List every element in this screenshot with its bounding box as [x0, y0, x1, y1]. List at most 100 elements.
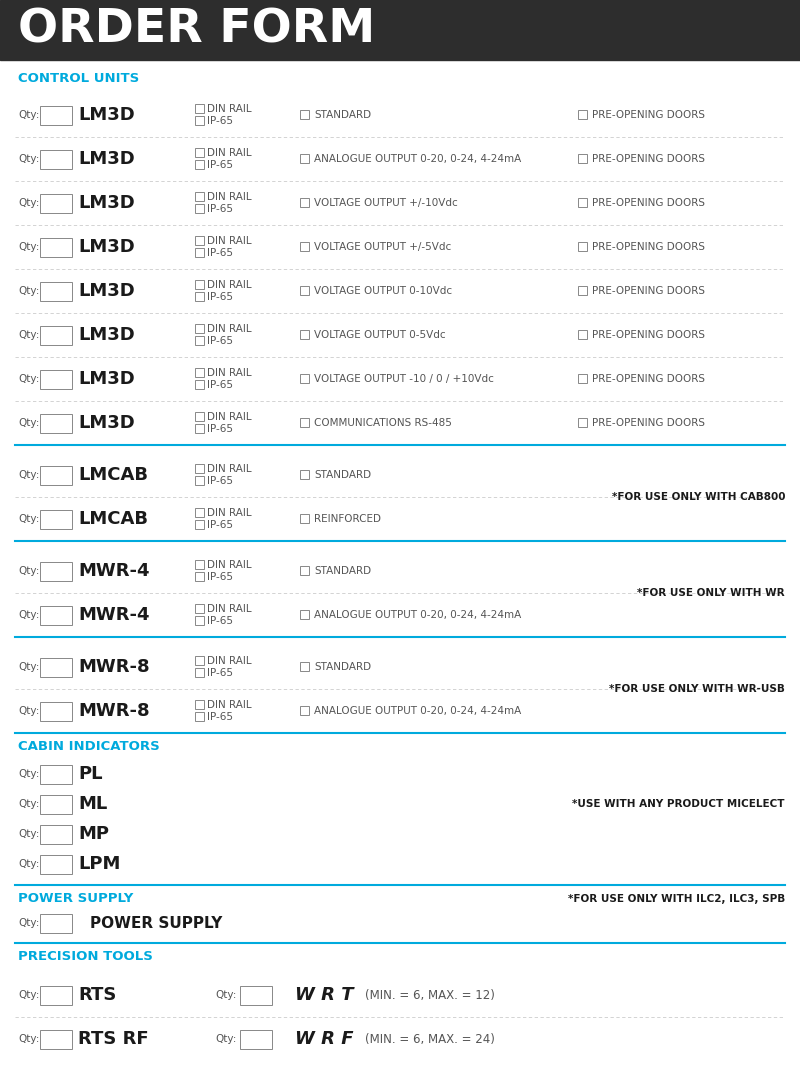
- Bar: [300, 610, 309, 619]
- Text: Qty:: Qty:: [18, 567, 39, 576]
- Text: IP-65: IP-65: [207, 572, 233, 582]
- Text: RTS RF: RTS RF: [78, 1030, 149, 1048]
- Bar: [40, 106, 72, 125]
- Text: LM3D: LM3D: [78, 106, 134, 124]
- Text: POWER SUPPLY: POWER SUPPLY: [90, 915, 222, 931]
- Text: DIN RAIL: DIN RAIL: [207, 656, 252, 666]
- Bar: [300, 567, 309, 575]
- Text: PRE-OPENING DOORS: PRE-OPENING DOORS: [592, 374, 705, 384]
- Text: Qty:: Qty:: [18, 198, 39, 208]
- Text: DIN RAIL: DIN RAIL: [207, 148, 252, 158]
- Text: Qty:: Qty:: [18, 707, 39, 716]
- Bar: [195, 508, 204, 517]
- Text: (MIN. = 6, MAX. = 24): (MIN. = 6, MAX. = 24): [365, 1033, 495, 1046]
- Text: W R T: W R T: [295, 987, 354, 1004]
- Text: W R F: W R F: [295, 1030, 354, 1048]
- Text: REINFORCED: REINFORCED: [314, 514, 381, 524]
- Bar: [40, 369, 72, 389]
- Bar: [40, 150, 72, 168]
- Bar: [195, 604, 204, 613]
- Text: LMCAB: LMCAB: [78, 510, 148, 528]
- Bar: [195, 280, 204, 289]
- Text: Qty:: Qty:: [18, 859, 39, 869]
- Text: DIN RAIL: DIN RAIL: [207, 508, 252, 518]
- Text: *USE WITH ANY PRODUCT MICELECT: *USE WITH ANY PRODUCT MICELECT: [573, 799, 785, 809]
- Text: MWR-8: MWR-8: [78, 658, 150, 676]
- Bar: [578, 242, 587, 251]
- Text: PRE-OPENING DOORS: PRE-OPENING DOORS: [592, 110, 705, 120]
- Bar: [40, 194, 72, 212]
- Bar: [195, 656, 204, 665]
- Bar: [195, 668, 204, 677]
- Text: IP-65: IP-65: [207, 668, 233, 679]
- Bar: [195, 476, 204, 485]
- Text: Qty:: Qty:: [18, 769, 39, 779]
- Bar: [195, 104, 204, 113]
- Text: VOLTAGE OUTPUT +/-10Vdc: VOLTAGE OUTPUT +/-10Vdc: [314, 198, 458, 208]
- Bar: [40, 1030, 72, 1049]
- Bar: [40, 825, 72, 843]
- Text: DIN RAIL: DIN RAIL: [207, 560, 252, 570]
- Text: Qty:: Qty:: [18, 286, 39, 296]
- Text: IP-65: IP-65: [207, 616, 233, 626]
- Bar: [40, 795, 72, 813]
- Bar: [195, 368, 204, 377]
- Text: ANALOGUE OUTPUT 0-20, 0-24, 4-24mA: ANALOGUE OUTPUT 0-20, 0-24, 4-24mA: [314, 154, 522, 164]
- Text: *FOR USE ONLY WITH CAB800: *FOR USE ONLY WITH CAB800: [611, 492, 785, 502]
- Text: PRE-OPENING DOORS: PRE-OPENING DOORS: [592, 198, 705, 208]
- Bar: [0, 0, 800, 60]
- Bar: [578, 198, 587, 207]
- Text: IP-65: IP-65: [207, 712, 233, 722]
- Bar: [40, 913, 72, 933]
- Text: Qty:: Qty:: [18, 242, 39, 252]
- Bar: [578, 110, 587, 118]
- Text: DIN RAIL: DIN RAIL: [207, 236, 252, 246]
- Text: VOLTAGE OUTPUT -10 / 0 / +10Vdc: VOLTAGE OUTPUT -10 / 0 / +10Vdc: [314, 374, 494, 384]
- Text: Qty:: Qty:: [215, 990, 236, 1001]
- Bar: [195, 236, 204, 244]
- Text: DIN RAIL: DIN RAIL: [207, 604, 252, 614]
- Text: Qty:: Qty:: [18, 799, 39, 809]
- Bar: [240, 985, 272, 1005]
- Bar: [300, 242, 309, 251]
- Text: IP-65: IP-65: [207, 160, 233, 170]
- Text: VOLTAGE OUTPUT 0-10Vdc: VOLTAGE OUTPUT 0-10Vdc: [314, 286, 452, 296]
- Bar: [195, 160, 204, 169]
- Bar: [300, 662, 309, 671]
- Text: Qty:: Qty:: [18, 918, 39, 928]
- Bar: [40, 325, 72, 345]
- Text: DIN RAIL: DIN RAIL: [207, 280, 252, 290]
- Bar: [195, 380, 204, 389]
- Bar: [578, 154, 587, 163]
- Text: PRE-OPENING DOORS: PRE-OPENING DOORS: [592, 154, 705, 164]
- Text: Qty:: Qty:: [18, 990, 39, 1001]
- Bar: [40, 657, 72, 676]
- Text: IP-65: IP-65: [207, 520, 233, 530]
- Text: Qty:: Qty:: [18, 110, 39, 120]
- Text: VOLTAGE OUTPUT +/-5Vdc: VOLTAGE OUTPUT +/-5Vdc: [314, 242, 451, 252]
- Text: PRE-OPENING DOORS: PRE-OPENING DOORS: [592, 418, 705, 428]
- Text: *FOR USE ONLY WITH WR: *FOR USE ONLY WITH WR: [638, 588, 785, 598]
- Text: IP-65: IP-65: [207, 476, 233, 486]
- Text: IP-65: IP-65: [207, 380, 233, 390]
- Text: Qty:: Qty:: [18, 514, 39, 524]
- Text: LMCAB: LMCAB: [78, 466, 148, 484]
- Bar: [300, 330, 309, 339]
- Bar: [578, 286, 587, 295]
- Text: LM3D: LM3D: [78, 150, 134, 168]
- Text: Qty:: Qty:: [18, 418, 39, 428]
- Text: RTS: RTS: [78, 987, 116, 1004]
- Text: ORDER FORM: ORDER FORM: [18, 8, 375, 53]
- Text: DIN RAIL: DIN RAIL: [207, 412, 252, 422]
- Bar: [40, 238, 72, 256]
- Bar: [40, 605, 72, 625]
- Bar: [195, 192, 204, 201]
- Bar: [195, 616, 204, 625]
- Bar: [195, 424, 204, 433]
- Bar: [300, 707, 309, 715]
- Text: IP-65: IP-65: [207, 336, 233, 346]
- Text: ANALOGUE OUTPUT 0-20, 0-24, 4-24mA: ANALOGUE OUTPUT 0-20, 0-24, 4-24mA: [314, 707, 522, 716]
- Text: Qty:: Qty:: [215, 1034, 236, 1044]
- Bar: [195, 324, 204, 333]
- Text: DIN RAIL: DIN RAIL: [207, 700, 252, 710]
